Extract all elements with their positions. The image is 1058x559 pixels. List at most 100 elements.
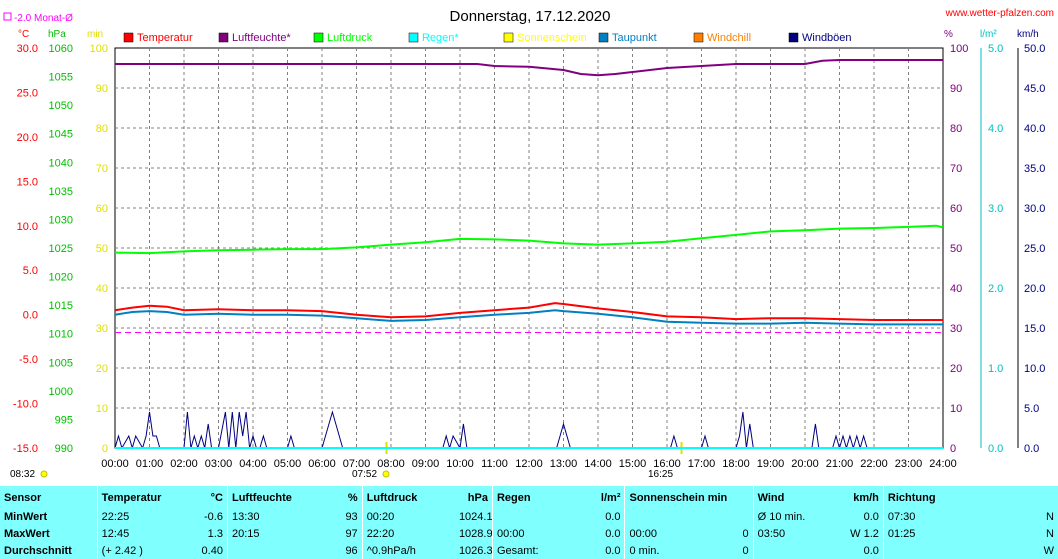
unit-pct: % — [944, 29, 953, 40]
tick-label-press: 1060 — [49, 43, 73, 55]
month-avg-legend-swatch — [3, 12, 12, 21]
cell: 0 min. — [624, 542, 709, 559]
tick-label-temp: 5.0 — [23, 265, 38, 277]
legend-swatch — [693, 32, 704, 43]
cell: 0.0 — [863, 544, 879, 557]
cell: Gesamt: — [491, 542, 584, 559]
row-label: MaxWert — [4, 527, 50, 540]
legend-label: Taupunkt — [612, 32, 657, 44]
tick-label-temp: 25.0 — [17, 87, 38, 99]
unit-rain: l/m² — [980, 29, 997, 40]
cell — [752, 542, 846, 559]
tick-label-press: 1055 — [49, 72, 73, 84]
cell: 97 — [345, 527, 358, 540]
tick-label-hour: 12:00 — [515, 458, 543, 470]
tick-label-min: 80 — [96, 123, 108, 135]
tick-label-hour: 14:00 — [584, 458, 612, 470]
table-row: MaxWert 12:45 1.3 20:15 97 22:20 1028.9 … — [0, 525, 1058, 542]
tick-label-pct: 10 — [950, 403, 962, 415]
tick-label-wind: 45.0 — [1024, 83, 1045, 95]
tick-label-press: 1050 — [49, 100, 73, 112]
tick-label-min: 90 — [96, 83, 108, 95]
tick-label-min: 50 — [96, 243, 108, 255]
cell: W — [1043, 544, 1054, 557]
cell: 00:00 — [624, 525, 709, 542]
cell: 03:50 — [752, 525, 846, 542]
tick-label-hour: 04:00 — [239, 458, 267, 470]
tick-label-min: 10 — [96, 403, 108, 415]
tick-label-hour: 18:00 — [722, 458, 750, 470]
tick-label-wind: 20.0 — [1024, 283, 1045, 295]
hdr-sun: Sonnenschein min — [624, 486, 754, 508]
cell: N — [1046, 527, 1054, 540]
cell: 01:25 — [882, 525, 992, 542]
tick-label-wind: 40.0 — [1024, 123, 1045, 135]
row-label: MinWert — [4, 510, 48, 523]
site-link[interactable]: www.wetter-pfalzen.com — [945, 8, 1054, 19]
unit-min: min — [87, 29, 103, 40]
unit-wind: km/h — [1017, 29, 1039, 40]
hdr-press-unit: hPa — [467, 492, 488, 504]
axes: 30.0 25.0 20.0 15.0 10.0 5.0 0.0 -5.0 -10.0 -15.0… — [13, 43, 1046, 470]
cell: 0.0 — [605, 544, 621, 557]
tick-label-pct: 40 — [950, 283, 962, 295]
sunrise-label: 07:52 — [352, 469, 377, 480]
tick-label-temp: 20.0 — [17, 132, 38, 144]
cell: 93 — [345, 510, 358, 523]
legend-label: Luftdruck — [327, 32, 373, 44]
hdr-sensor: Sensor — [4, 492, 42, 504]
cell: ^0.9hPa/h — [361, 542, 455, 559]
hdr-temp: Temperatur — [96, 486, 193, 508]
legend-swatch — [408, 32, 419, 43]
tick-label-hour: 00:00 — [101, 458, 129, 470]
hdr-dir: Richtung — [882, 486, 1058, 508]
tick-label-wind: 15.0 — [1024, 323, 1045, 335]
tick-label-pct: 20 — [950, 363, 962, 375]
month-avg-legend: -2.0 Monat-Ø — [14, 13, 73, 24]
tick-label-min: 30 — [96, 323, 108, 335]
legend-label: Luftfeuchte* — [232, 32, 291, 44]
legend-swatch — [123, 32, 134, 43]
legend-label: Windböen — [802, 32, 852, 44]
tick-label-min: 60 — [96, 203, 108, 215]
tick-label-hour: 24:00 — [929, 458, 957, 470]
unit-press: hPa — [48, 29, 66, 40]
tick-label-rain: 0.0 — [988, 443, 1003, 455]
chart-title: Donnerstag, 17.12.2020 — [450, 8, 611, 25]
legend: Temperatur Luftfeuchte* Luftdruck Regen* Son… — [123, 32, 852, 44]
cell: 0.0 — [863, 510, 879, 523]
cell: 0 — [742, 527, 749, 540]
cell — [709, 508, 753, 525]
tick-label-pct: 80 — [950, 123, 962, 135]
tick-label-press: 1045 — [49, 129, 73, 141]
tick-label-hour: 19:00 — [757, 458, 785, 470]
cell: (+ 2.42 ) — [96, 542, 193, 559]
tick-label-temp: 10.0 — [17, 221, 38, 233]
tick-label-pct: 0 — [950, 443, 956, 455]
tick-label-press: 1020 — [49, 272, 73, 284]
tick-label-min: 70 — [96, 163, 108, 175]
hdr-wind-unit: km/h — [853, 492, 879, 504]
hdr-rain: Regen — [491, 486, 584, 508]
cell — [491, 508, 584, 525]
cell: 00:20 — [361, 508, 455, 525]
tick-label-wind: 50.0 — [1024, 43, 1045, 55]
series-layer — [114, 59, 944, 454]
legend-label: Temperatur — [137, 32, 193, 44]
sunset-label: 16:25 — [648, 469, 673, 480]
legend-label: Regen* — [422, 32, 459, 44]
tick-label-press: 1015 — [49, 300, 73, 312]
tick-label-hour: 16:00 — [653, 458, 681, 470]
legend-swatch — [503, 32, 514, 43]
tick-label-hour: 05:00 — [274, 458, 302, 470]
cell: 1.3 — [207, 527, 223, 540]
tick-label-hour: 11:00 — [481, 458, 508, 470]
tick-label-hour: 09:00 — [412, 458, 440, 470]
cell: W 1.2 — [850, 527, 879, 540]
tick-label-wind: 30.0 — [1024, 203, 1045, 215]
series-line-luftdruck — [114, 224, 944, 255]
tick-label-rain: 3.0 — [988, 203, 1003, 215]
tick-label-hour: 13:00 — [550, 458, 578, 470]
cell: 00:00 — [491, 525, 584, 542]
tick-label-hour: 07:00 — [343, 458, 371, 470]
